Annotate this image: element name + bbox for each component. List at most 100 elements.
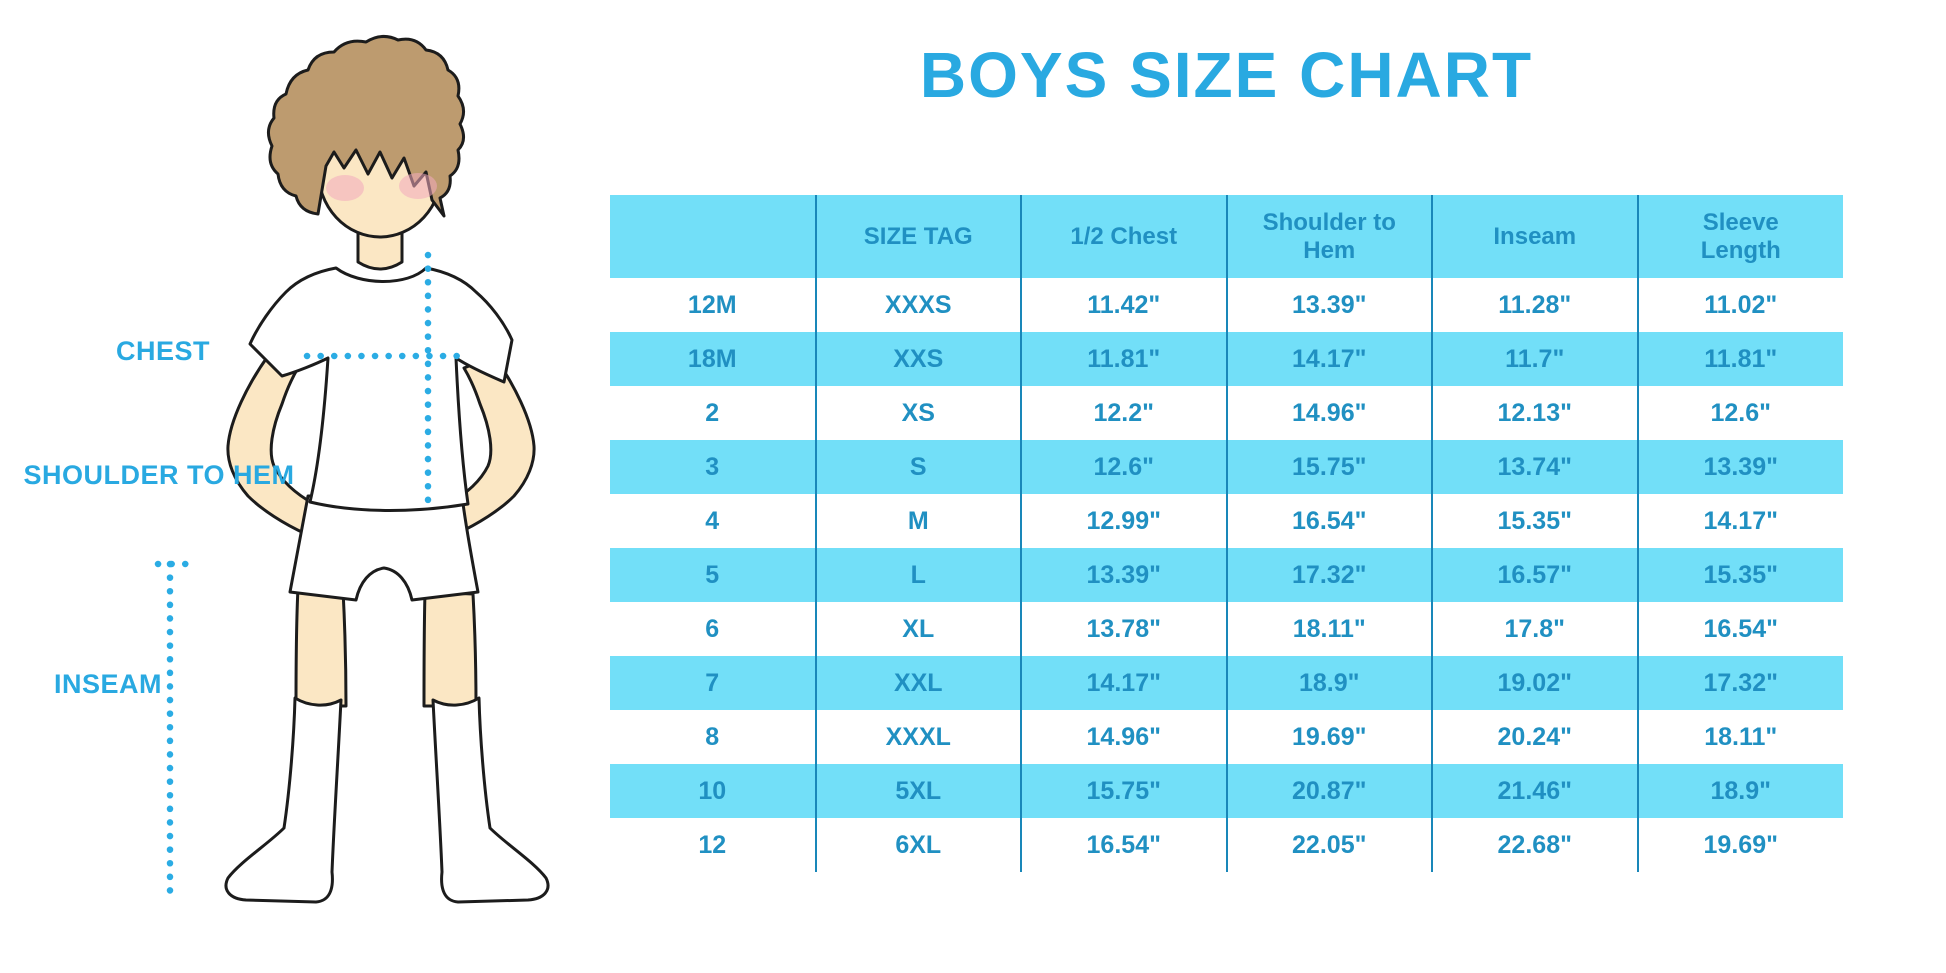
value-cell: 12.6" [1020, 440, 1227, 494]
table-row: 7 XXL 14.17" 18.9" 19.02" 17.32" [610, 656, 1843, 710]
column-header: SIZE TAG [814, 195, 1021, 278]
value-cell: L [814, 548, 1021, 602]
table-row: 2 XS 12.2" 14.96" 12.13" 12.6" [610, 386, 1843, 440]
table-row: 18M XXS 11.81" 14.17" 11.7" 11.81" [610, 332, 1843, 386]
value-cell: 20.24" [1431, 710, 1638, 764]
value-cell: XL [814, 602, 1021, 656]
value-cell: 6XL [814, 818, 1021, 872]
column-header: 1/2 Chest [1020, 195, 1227, 278]
right-blush [399, 173, 437, 199]
table-row: 12 6XL 16.54" 22.05" 22.68" 19.69" [610, 818, 1843, 872]
value-cell: 14.96" [1020, 710, 1227, 764]
value-cell: 14.17" [1225, 332, 1432, 386]
value-cell: 15.75" [1020, 764, 1227, 818]
value-cell: 18.9" [1636, 764, 1843, 818]
size-table-header-row: SIZE TAG 1/2 Chest Shoulder to Hem Inseam Sl… [610, 195, 1843, 278]
table-row: 12M XXXS 11.42" 13.39" 11.28" 11.02" [610, 278, 1843, 332]
value-cell: XS [814, 386, 1021, 440]
value-cell: 13.74" [1431, 440, 1638, 494]
value-cell: 21.46" [1431, 764, 1638, 818]
right-sock [431, 696, 550, 904]
size-cell: 2 [705, 398, 720, 427]
value-cell: 19.69" [1636, 818, 1843, 872]
value-cell: 16.54" [1636, 602, 1843, 656]
column-header [610, 195, 816, 278]
boy-measurement-diagram [154, 35, 550, 906]
size-cell: 8 [705, 722, 720, 751]
left-blush [326, 175, 364, 201]
value-cell: 18.11" [1225, 602, 1432, 656]
value-cell: XXS [814, 332, 1021, 386]
value-cell: 12.13" [1431, 386, 1638, 440]
size-cell: 6 [705, 614, 720, 643]
value-cell: 15.35" [1431, 494, 1638, 548]
value-cell: 15.35" [1636, 548, 1843, 602]
value-cell: 22.68" [1431, 818, 1638, 872]
value-cell: 11.42" [1020, 278, 1227, 332]
inseam-label: INSEAM [53, 669, 162, 699]
table-row: 5 L 13.39" 17.32" 16.57" 15.35" [610, 548, 1843, 602]
size-cell: 5 [610, 548, 816, 602]
value-cell: 17.32" [1225, 548, 1432, 602]
shorts [288, 494, 480, 602]
table-row: 4 M 12.99" 16.54" 15.35" 14.17" [610, 494, 1843, 548]
value-cell: 19.02" [1431, 656, 1638, 710]
table-row: 3 S 12.6" 15.75" 13.74" 13.39" [610, 440, 1843, 494]
shoulder-to-hem-label: SHOULDER TO HEM [23, 460, 295, 490]
value-cell: 5XL [814, 764, 1021, 818]
value-cell: 11.7" [1431, 332, 1638, 386]
value-cell: 17.8" [1431, 602, 1638, 656]
value-cell: 22.05" [1225, 818, 1432, 872]
value-cell: 18.9" [1225, 656, 1432, 710]
value-cell: 14.17" [1020, 656, 1227, 710]
chest-label: CHEST [115, 336, 210, 366]
value-cell: M [814, 494, 1021, 548]
value-cell: 11.28" [1431, 278, 1638, 332]
table-row: 6 XL 13.78" 18.11" 17.8" 16.54" [610, 602, 1843, 656]
value-cell: XXL [814, 656, 1021, 710]
size-cell: 4 [705, 506, 720, 535]
table-row: 8 XXXL 14.96" 19.69" 20.24" 18.11" [610, 710, 1843, 764]
table-row: 10 5XL 15.75" 20.87" 21.46" 18.9" [610, 764, 1843, 818]
value-cell: S [814, 440, 1021, 494]
value-cell: XXXS [814, 278, 1021, 332]
value-cell: 13.78" [1020, 602, 1227, 656]
left-arm [226, 354, 316, 536]
value-cell: 20.87" [1225, 764, 1432, 818]
t-shirt [248, 266, 514, 512]
value-cell: 11.02" [1636, 278, 1843, 332]
value-cell: 13.39" [1020, 548, 1227, 602]
value-cell: 16.57" [1431, 548, 1638, 602]
value-cell: 12.2" [1020, 386, 1227, 440]
page-title: BOYS SIZE CHART [919, 39, 1534, 111]
value-cell: 13.39" [1225, 278, 1432, 332]
size-cell: 12M [687, 290, 737, 319]
size-table-head: SIZE TAG 1/2 Chest Shoulder to Hem Inseam Sl… [610, 195, 1843, 278]
size-cell: 10 [610, 764, 816, 818]
size-chart-table: SIZE TAG 1/2 Chest Shoulder to Hem Inseam Sl… [610, 195, 1843, 872]
value-cell: 16.54" [1225, 494, 1432, 548]
left-leg [294, 586, 348, 708]
value-cell: XXXL [814, 710, 1021, 764]
size-cell: 18M [610, 332, 816, 386]
value-cell: 11.81" [1636, 332, 1843, 386]
value-cell: 13.39" [1636, 440, 1843, 494]
left-sock [224, 696, 343, 904]
value-cell: 11.81" [1020, 332, 1227, 386]
value-cell: 12.6" [1636, 386, 1843, 440]
column-header: Sleeve Length [1636, 195, 1843, 278]
right-leg [422, 590, 478, 708]
size-cell: 12 [698, 830, 727, 859]
value-cell: 12.99" [1020, 494, 1227, 548]
value-cell: 16.54" [1020, 818, 1227, 872]
column-header: Shoulder to Hem [1225, 195, 1432, 278]
value-cell: 15.75" [1225, 440, 1432, 494]
column-header: Inseam [1431, 195, 1638, 278]
value-cell: 17.32" [1636, 656, 1843, 710]
size-table-body: 12M XXXS 11.42" 13.39" 11.28" 11.02" 18M XXS 11.… [610, 278, 1843, 872]
value-cell: 18.11" [1636, 710, 1843, 764]
value-cell: 19.69" [1225, 710, 1432, 764]
size-cell: 7 [610, 656, 816, 710]
value-cell: 14.96" [1225, 386, 1432, 440]
hair [267, 35, 465, 218]
